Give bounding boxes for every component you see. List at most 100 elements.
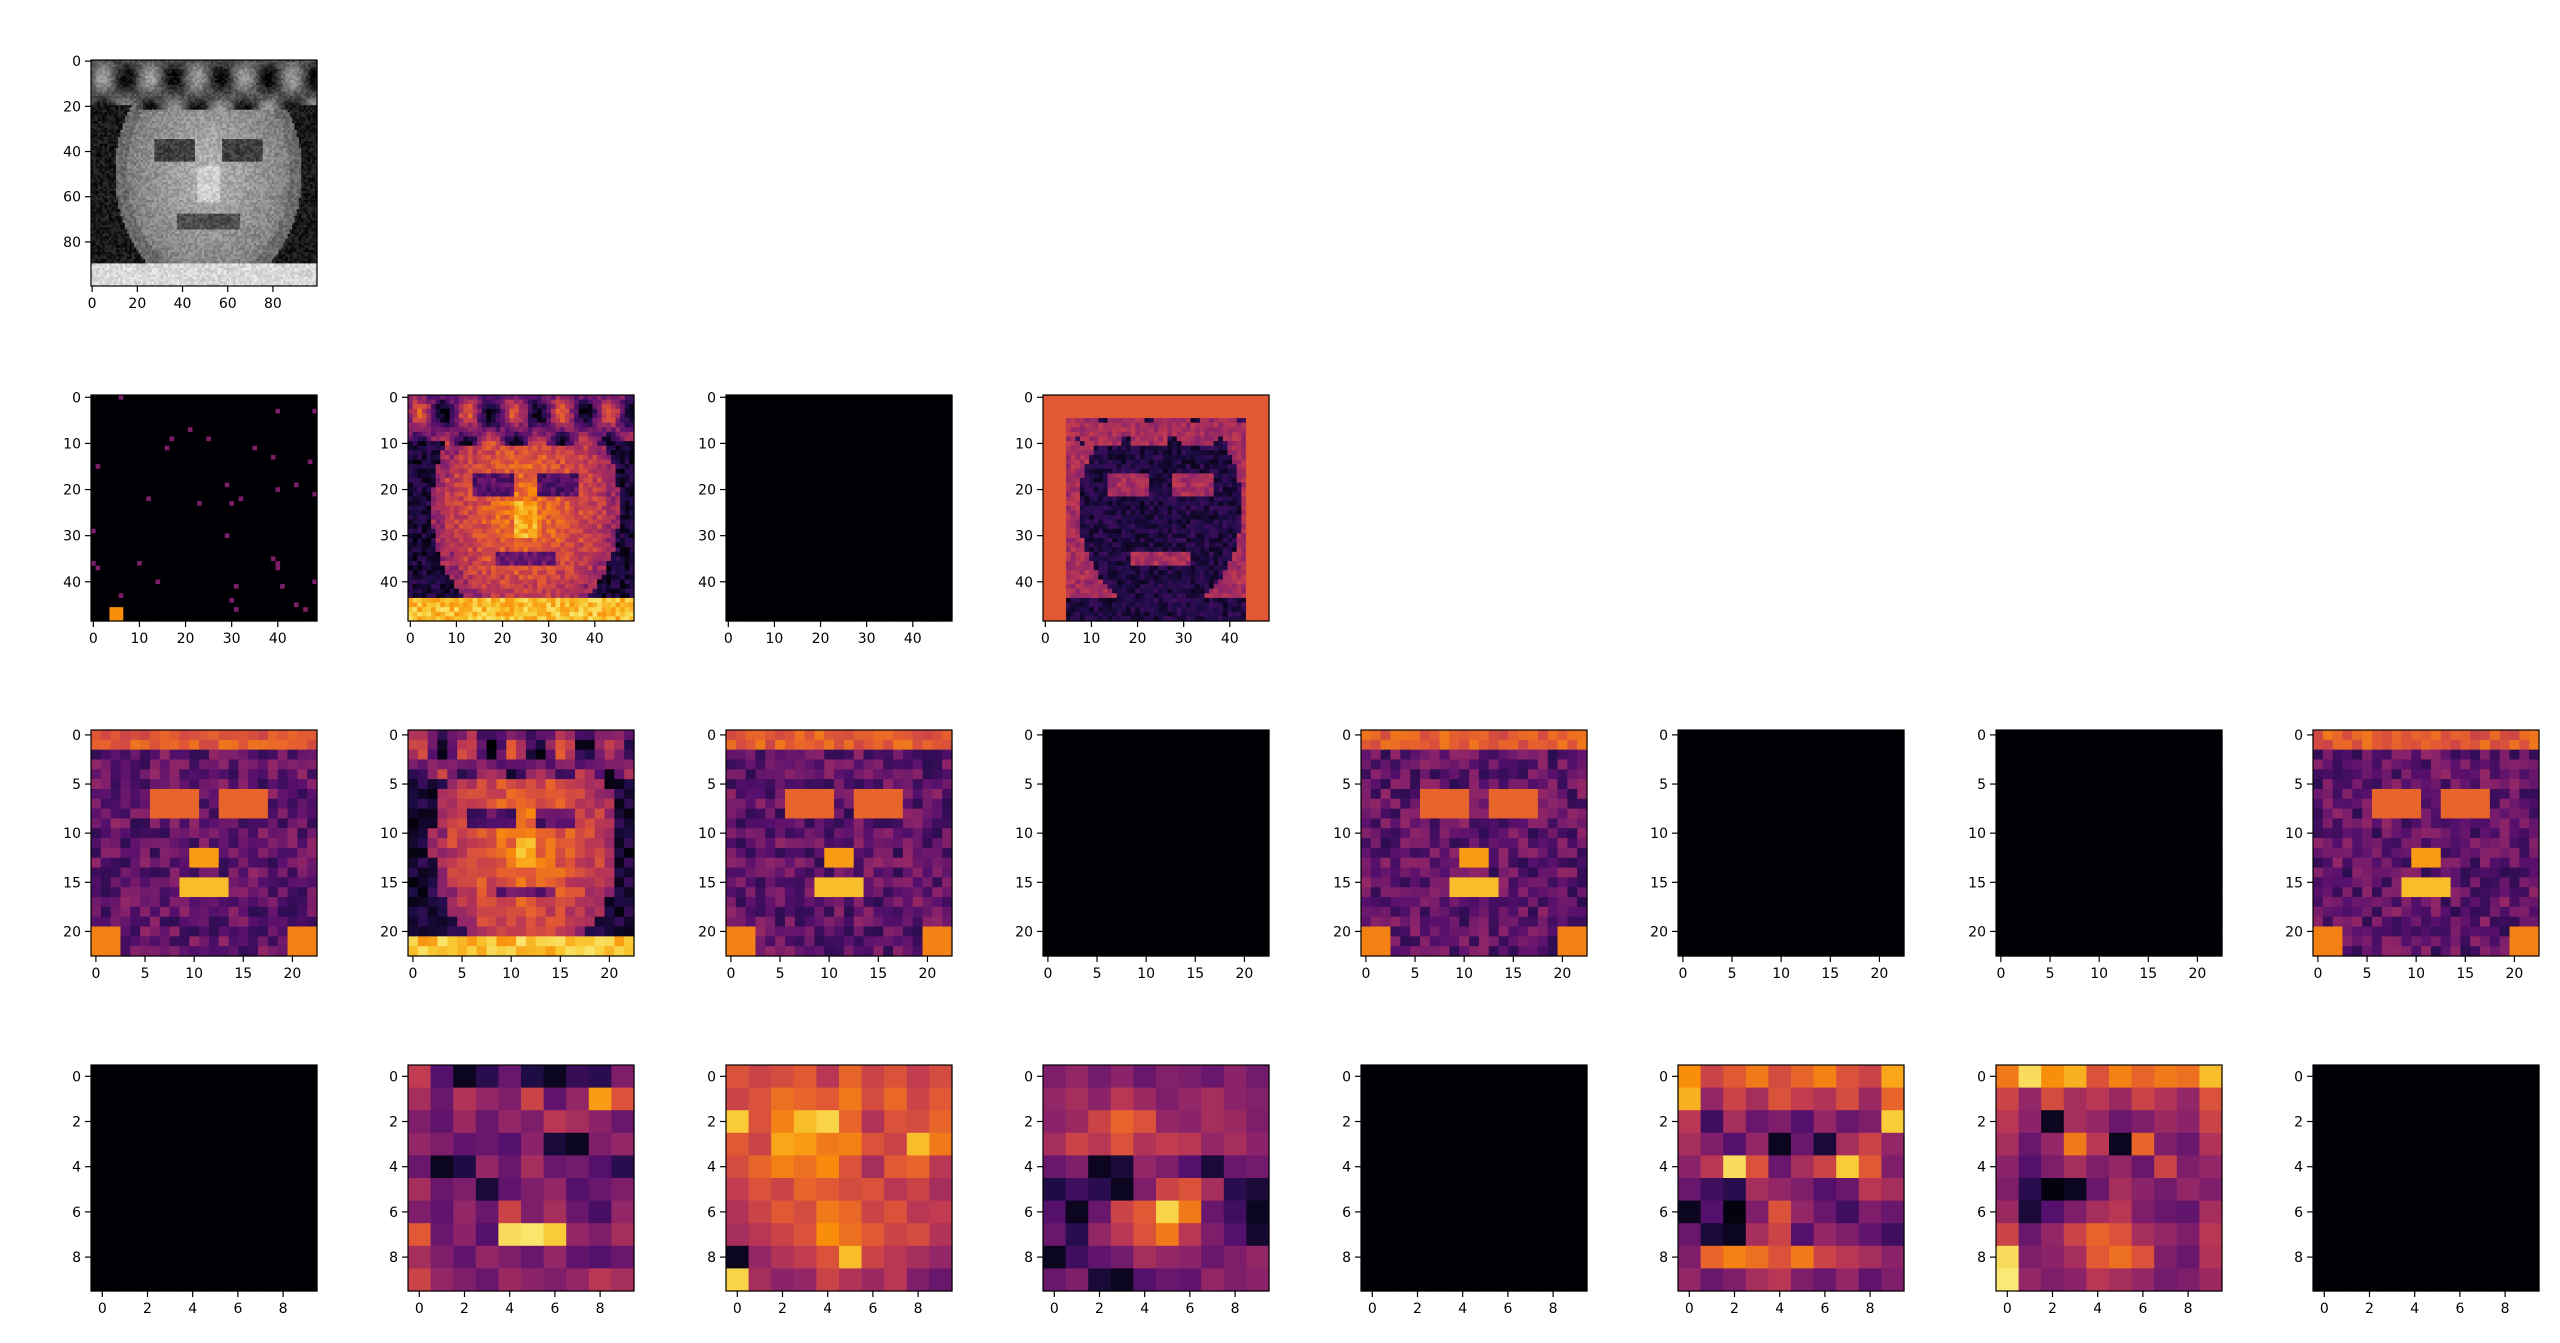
heatmap-cell xyxy=(222,75,225,79)
heatmap-cell xyxy=(165,102,169,106)
heatmap-cell xyxy=(244,66,248,70)
heatmap-cell xyxy=(167,82,171,86)
heatmap-cell xyxy=(176,89,180,93)
heatmap-cell xyxy=(287,100,291,104)
heatmap-cell xyxy=(149,107,153,111)
heatmap-cell xyxy=(122,71,126,75)
heatmap-cell xyxy=(140,139,144,142)
heatmap-cell xyxy=(204,64,207,68)
heatmap-cell xyxy=(294,82,298,86)
heatmap-cell xyxy=(145,96,149,100)
heatmap-cell xyxy=(181,75,185,79)
heatmap-cell xyxy=(222,130,225,133)
heatmap-cell xyxy=(106,75,110,79)
heatmap-cell xyxy=(156,109,160,113)
heatmap-cell xyxy=(163,114,167,118)
heatmap-cell xyxy=(204,75,207,79)
heatmap-cell xyxy=(93,125,97,129)
heatmap-cell xyxy=(303,82,307,86)
heatmap-cell xyxy=(269,132,273,136)
heatmap-cell xyxy=(303,107,307,111)
heatmap-cell xyxy=(167,73,171,77)
heatmap-cell xyxy=(301,100,305,104)
heatmap-cell xyxy=(301,107,305,111)
heatmap-cell xyxy=(303,89,307,93)
heatmap-cell xyxy=(106,96,110,100)
heatmap-cell xyxy=(280,75,284,79)
heatmap-cell xyxy=(170,136,173,140)
heatmap-cell xyxy=(226,121,230,124)
heatmap-cell xyxy=(194,89,198,93)
heatmap-cell xyxy=(305,75,309,79)
heatmap-cell xyxy=(296,96,300,100)
heatmap-cell xyxy=(124,139,128,142)
heatmap-cell xyxy=(165,114,169,118)
heatmap-cell xyxy=(192,71,196,75)
heatmap-cell xyxy=(217,80,221,84)
heatmap-cell xyxy=(296,93,300,97)
heatmap-cell xyxy=(294,64,298,68)
heatmap-cell xyxy=(109,121,112,124)
heatmap-cell xyxy=(244,107,248,111)
heatmap-cell xyxy=(289,60,293,63)
heatmap-cell xyxy=(285,134,289,138)
heatmap-cell xyxy=(210,71,214,75)
heatmap-cell xyxy=(269,91,273,95)
heatmap-cell xyxy=(215,91,219,95)
heatmap-cell xyxy=(156,89,160,93)
heatmap-cell xyxy=(181,84,185,88)
heatmap-cell xyxy=(296,71,300,75)
heatmap-cell xyxy=(249,121,253,124)
heatmap-cell xyxy=(280,82,284,86)
heatmap-cell xyxy=(253,136,257,140)
heatmap-cell xyxy=(129,89,133,93)
heatmap-cell xyxy=(138,93,142,97)
heatmap-cell xyxy=(274,109,277,113)
heatmap-cell xyxy=(303,130,307,133)
heatmap-cell xyxy=(170,87,173,90)
heatmap-cell xyxy=(219,121,223,124)
heatmap-cell xyxy=(136,130,140,133)
heatmap-cell xyxy=(283,121,286,124)
heatmap-cell xyxy=(231,80,234,84)
heatmap-cell xyxy=(235,134,239,138)
heatmap-cell xyxy=(97,109,101,113)
heatmap-cell xyxy=(131,136,135,140)
heatmap-cell xyxy=(298,93,302,97)
heatmap-cell xyxy=(118,96,121,100)
heatmap-cell xyxy=(149,136,153,140)
heatmap-cell xyxy=(140,78,144,81)
heatmap-cell xyxy=(240,136,244,140)
heatmap-cell xyxy=(222,73,225,77)
heatmap-cell xyxy=(231,111,234,115)
heatmap-cell xyxy=(303,62,307,66)
heatmap-cell xyxy=(289,132,293,136)
heatmap-cell xyxy=(106,127,110,131)
heatmap-cell xyxy=(312,96,316,100)
heatmap-cell xyxy=(219,136,223,140)
heatmap-cell xyxy=(307,82,311,86)
heatmap-cell xyxy=(95,107,99,111)
heatmap-cell xyxy=(109,93,112,97)
heatmap-cell xyxy=(188,114,192,118)
heatmap-cell xyxy=(122,66,126,70)
heatmap-cell xyxy=(118,91,121,95)
heatmap-cell xyxy=(217,91,221,95)
heatmap-cell xyxy=(106,118,110,122)
heatmap-cell xyxy=(265,121,268,124)
heatmap-cell xyxy=(287,71,291,75)
heatmap-cell xyxy=(280,89,284,93)
heatmap-cell xyxy=(233,69,237,72)
heatmap-cell xyxy=(253,107,257,111)
heatmap-cell xyxy=(213,105,216,109)
heatmap-cell xyxy=(242,62,246,66)
heatmap-cell xyxy=(91,105,94,109)
heatmap-cell xyxy=(199,93,203,97)
heatmap-cell xyxy=(294,134,298,138)
heatmap-cell xyxy=(298,60,302,63)
heatmap-cell xyxy=(292,98,295,102)
heatmap-cell xyxy=(183,107,187,111)
heatmap-cell xyxy=(170,111,173,115)
heatmap-cell xyxy=(235,121,239,124)
heatmap-cell xyxy=(242,116,246,120)
